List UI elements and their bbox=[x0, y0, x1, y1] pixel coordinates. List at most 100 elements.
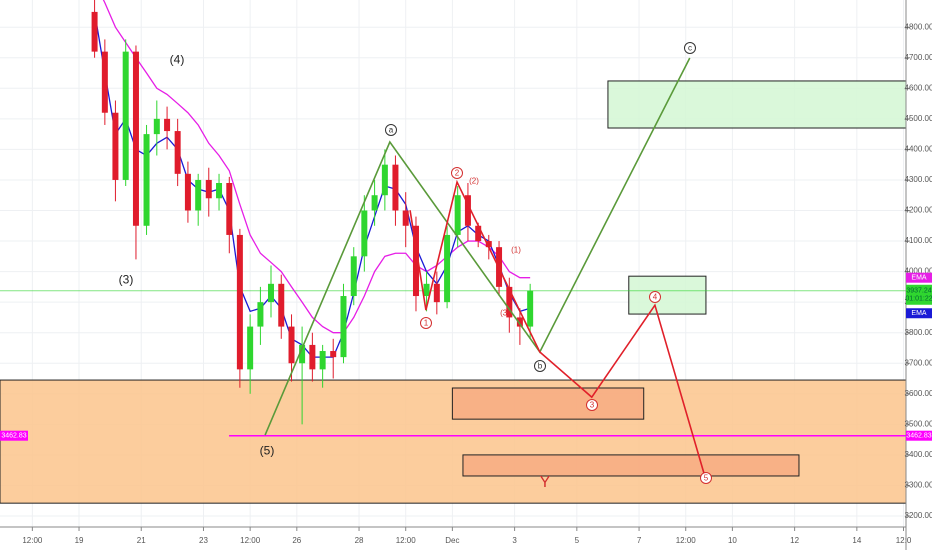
y-tick-label: 3200.00 bbox=[905, 511, 932, 520]
wave-label-circle bbox=[534, 360, 546, 372]
candle-body bbox=[122, 51, 129, 180]
candle-body bbox=[247, 326, 254, 370]
zone bbox=[628, 275, 707, 315]
y-tick-label: 3500.00 bbox=[905, 419, 932, 428]
countdown-label: 01:01:22 bbox=[905, 296, 932, 303]
y-tick-label: 3300.00 bbox=[905, 481, 932, 490]
candle-body bbox=[236, 234, 243, 370]
wave-label: (3) bbox=[119, 273, 134, 287]
candle-body bbox=[299, 344, 306, 364]
wave-line bbox=[264, 57, 691, 436]
candle-body bbox=[412, 225, 419, 297]
candle-body bbox=[423, 283, 430, 297]
candle-body bbox=[174, 131, 181, 174]
candle-body bbox=[143, 134, 150, 226]
candle-body bbox=[330, 351, 337, 358]
candle-body bbox=[464, 195, 471, 226]
wave-label: (5) bbox=[260, 444, 275, 458]
zone bbox=[451, 387, 645, 420]
x-tick-label: Dec bbox=[445, 536, 459, 545]
candle-body bbox=[164, 118, 171, 132]
y-tick-label: 4000.00 bbox=[905, 267, 932, 276]
y-tick-label: 4700.00 bbox=[905, 53, 932, 62]
candle-body bbox=[184, 173, 191, 211]
candle-body bbox=[444, 234, 451, 303]
wave-label: (2) bbox=[469, 177, 479, 186]
candle-body bbox=[506, 286, 513, 318]
wave-label: c bbox=[688, 44, 692, 53]
wave-label: (1) bbox=[511, 246, 521, 255]
price-tag bbox=[906, 430, 932, 441]
candle-body bbox=[371, 195, 378, 211]
wave-label-circle bbox=[700, 472, 712, 484]
x-tick-label: 19 bbox=[75, 536, 84, 545]
candle-body bbox=[226, 182, 233, 235]
x-tick-label: 10 bbox=[728, 536, 737, 545]
last-price-label: 3937.24 bbox=[906, 288, 931, 295]
y-tick-label: 3800.00 bbox=[905, 328, 932, 337]
plot-area: (4) (3) (5) a c b 2 (2) 1 (1) (3) 3 4 5 Y bbox=[0, 0, 906, 504]
candle-body bbox=[101, 51, 108, 113]
y-tick-label: 3700.00 bbox=[905, 358, 932, 367]
candle-body bbox=[485, 241, 492, 248]
wave-label: Y bbox=[540, 474, 551, 491]
candle-body bbox=[475, 225, 482, 242]
level-tag-left bbox=[0, 430, 28, 441]
x-tick-label: 12:00 bbox=[396, 536, 417, 545]
level-tag-left-label: 3462.83 bbox=[1, 433, 26, 440]
candle-body bbox=[205, 179, 212, 199]
candle-body bbox=[361, 210, 368, 257]
candle-body bbox=[216, 182, 223, 199]
candle-body bbox=[267, 283, 274, 303]
candle-body bbox=[112, 112, 119, 180]
y-tick-label: 4300.00 bbox=[905, 175, 932, 184]
level-tag-label: 3462.83 bbox=[906, 433, 931, 440]
candle-body bbox=[288, 326, 295, 364]
x-tick-label: 23 bbox=[199, 536, 208, 545]
wave-label: 3 bbox=[590, 401, 595, 410]
x-tick-label: 12:00 bbox=[676, 536, 697, 545]
x-tick-label: 12:0 bbox=[896, 536, 912, 545]
x-tick-label: 28 bbox=[355, 536, 364, 545]
wave-label: b bbox=[538, 362, 543, 371]
y-tick-label: 4500.00 bbox=[905, 114, 932, 123]
x-tick-label: 12 bbox=[790, 536, 799, 545]
wave-label-circle bbox=[649, 291, 661, 303]
wave-label-circle bbox=[684, 42, 696, 54]
y-tick-label: 3400.00 bbox=[905, 450, 932, 459]
ema-tag-label: EMA bbox=[911, 275, 927, 282]
last-price-tag bbox=[906, 284, 932, 305]
candle-body bbox=[91, 11, 98, 52]
x-tick-label: 5 bbox=[575, 536, 580, 545]
x-tick-label: 7 bbox=[637, 536, 642, 545]
candle-body bbox=[402, 210, 409, 226]
wave-label: 4 bbox=[653, 293, 658, 302]
axes: 3200.00 3300.00 3400.00 3500.00 3600.00 3700.… bbox=[0, 22, 932, 545]
wave-label: (4) bbox=[170, 53, 185, 67]
wave-label: 5 bbox=[704, 474, 709, 483]
candle-body bbox=[516, 317, 523, 327]
candle-body bbox=[309, 344, 316, 370]
candle-body bbox=[454, 195, 461, 235]
candle-body bbox=[153, 118, 160, 135]
candle-body bbox=[392, 164, 399, 211]
price-tag bbox=[906, 308, 932, 319]
y-tick-label: 4400.00 bbox=[905, 145, 932, 154]
ema-tag-label: EMA bbox=[911, 310, 927, 317]
wave-label: a bbox=[389, 126, 394, 135]
wave-label: (3) bbox=[500, 309, 510, 318]
x-tick-label: 21 bbox=[137, 536, 146, 545]
candle-body bbox=[195, 179, 202, 211]
y-tick-label: 3600.00 bbox=[905, 389, 932, 398]
wave-label-circle bbox=[586, 399, 598, 411]
wave-label-circle bbox=[451, 167, 463, 179]
x-tick-label: 3 bbox=[512, 536, 517, 545]
candle-body bbox=[433, 283, 440, 303]
candle-body bbox=[132, 51, 139, 226]
candle-body bbox=[319, 351, 326, 370]
price-tag bbox=[906, 272, 932, 283]
zone bbox=[462, 454, 800, 477]
wave-label: 2 bbox=[455, 169, 460, 178]
y-tick-label: 4100.00 bbox=[905, 236, 932, 245]
